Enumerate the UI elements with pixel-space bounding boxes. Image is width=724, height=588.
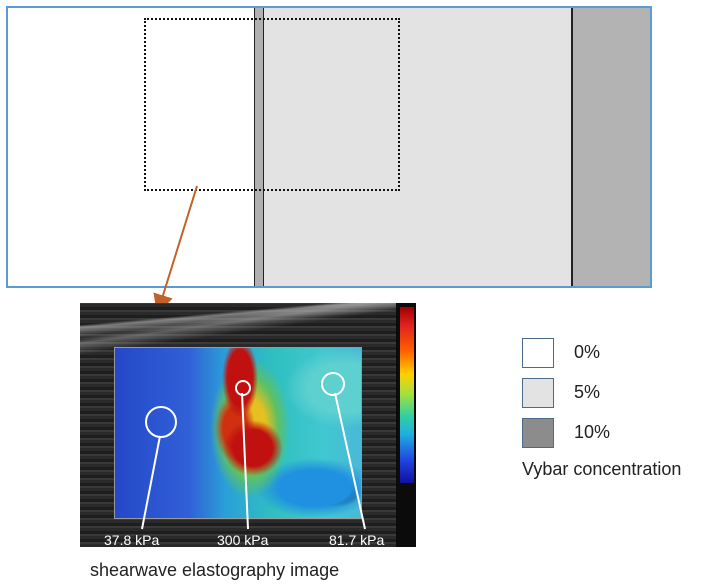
zone-5-percent xyxy=(264,8,571,286)
measurement-label-right: 81.7 kPa xyxy=(329,532,385,547)
phantom-schematic xyxy=(6,6,652,288)
legend-item-10-percent: 10% xyxy=(522,418,722,452)
colorbar-tick: 60 xyxy=(418,438,433,453)
legend-label: 5% xyxy=(574,382,601,402)
legend-label: 10% xyxy=(574,422,611,442)
legend-swatch xyxy=(522,338,554,368)
colorbar-tick: 180 xyxy=(418,366,440,381)
image-caption: shearwave elastography image xyxy=(90,560,340,580)
zone-10-percent xyxy=(573,8,650,286)
zone-divider xyxy=(254,8,264,286)
elastography-image: 37.8 kPa 300 kPa 81.7 kPa xyxy=(80,303,416,547)
roi-circle-left xyxy=(145,406,177,438)
colorbar-tick: 240 xyxy=(418,331,440,346)
legend-title: Vybar concentration xyxy=(522,459,682,479)
measurement-label-left: 37.8 kPa xyxy=(104,532,160,547)
color-scale-bar xyxy=(400,307,414,483)
legend-swatch xyxy=(522,378,554,408)
colorbar-tick: 120 xyxy=(418,402,440,417)
imaging-region-box xyxy=(144,18,400,191)
legend-item-5-percent: 5% xyxy=(522,378,722,412)
legend-swatch xyxy=(522,418,554,448)
roi-circle-right xyxy=(321,372,345,396)
measurement-leader-lines xyxy=(141,392,366,530)
zone-divider xyxy=(571,8,573,286)
stiffness-heatmap xyxy=(114,347,362,519)
legend-item-0-percent: 0% xyxy=(522,338,722,372)
measurement-label-center: 300 kPa xyxy=(217,532,269,547)
zone-0-percent xyxy=(8,8,254,286)
legend-label: 0% xyxy=(574,342,601,362)
